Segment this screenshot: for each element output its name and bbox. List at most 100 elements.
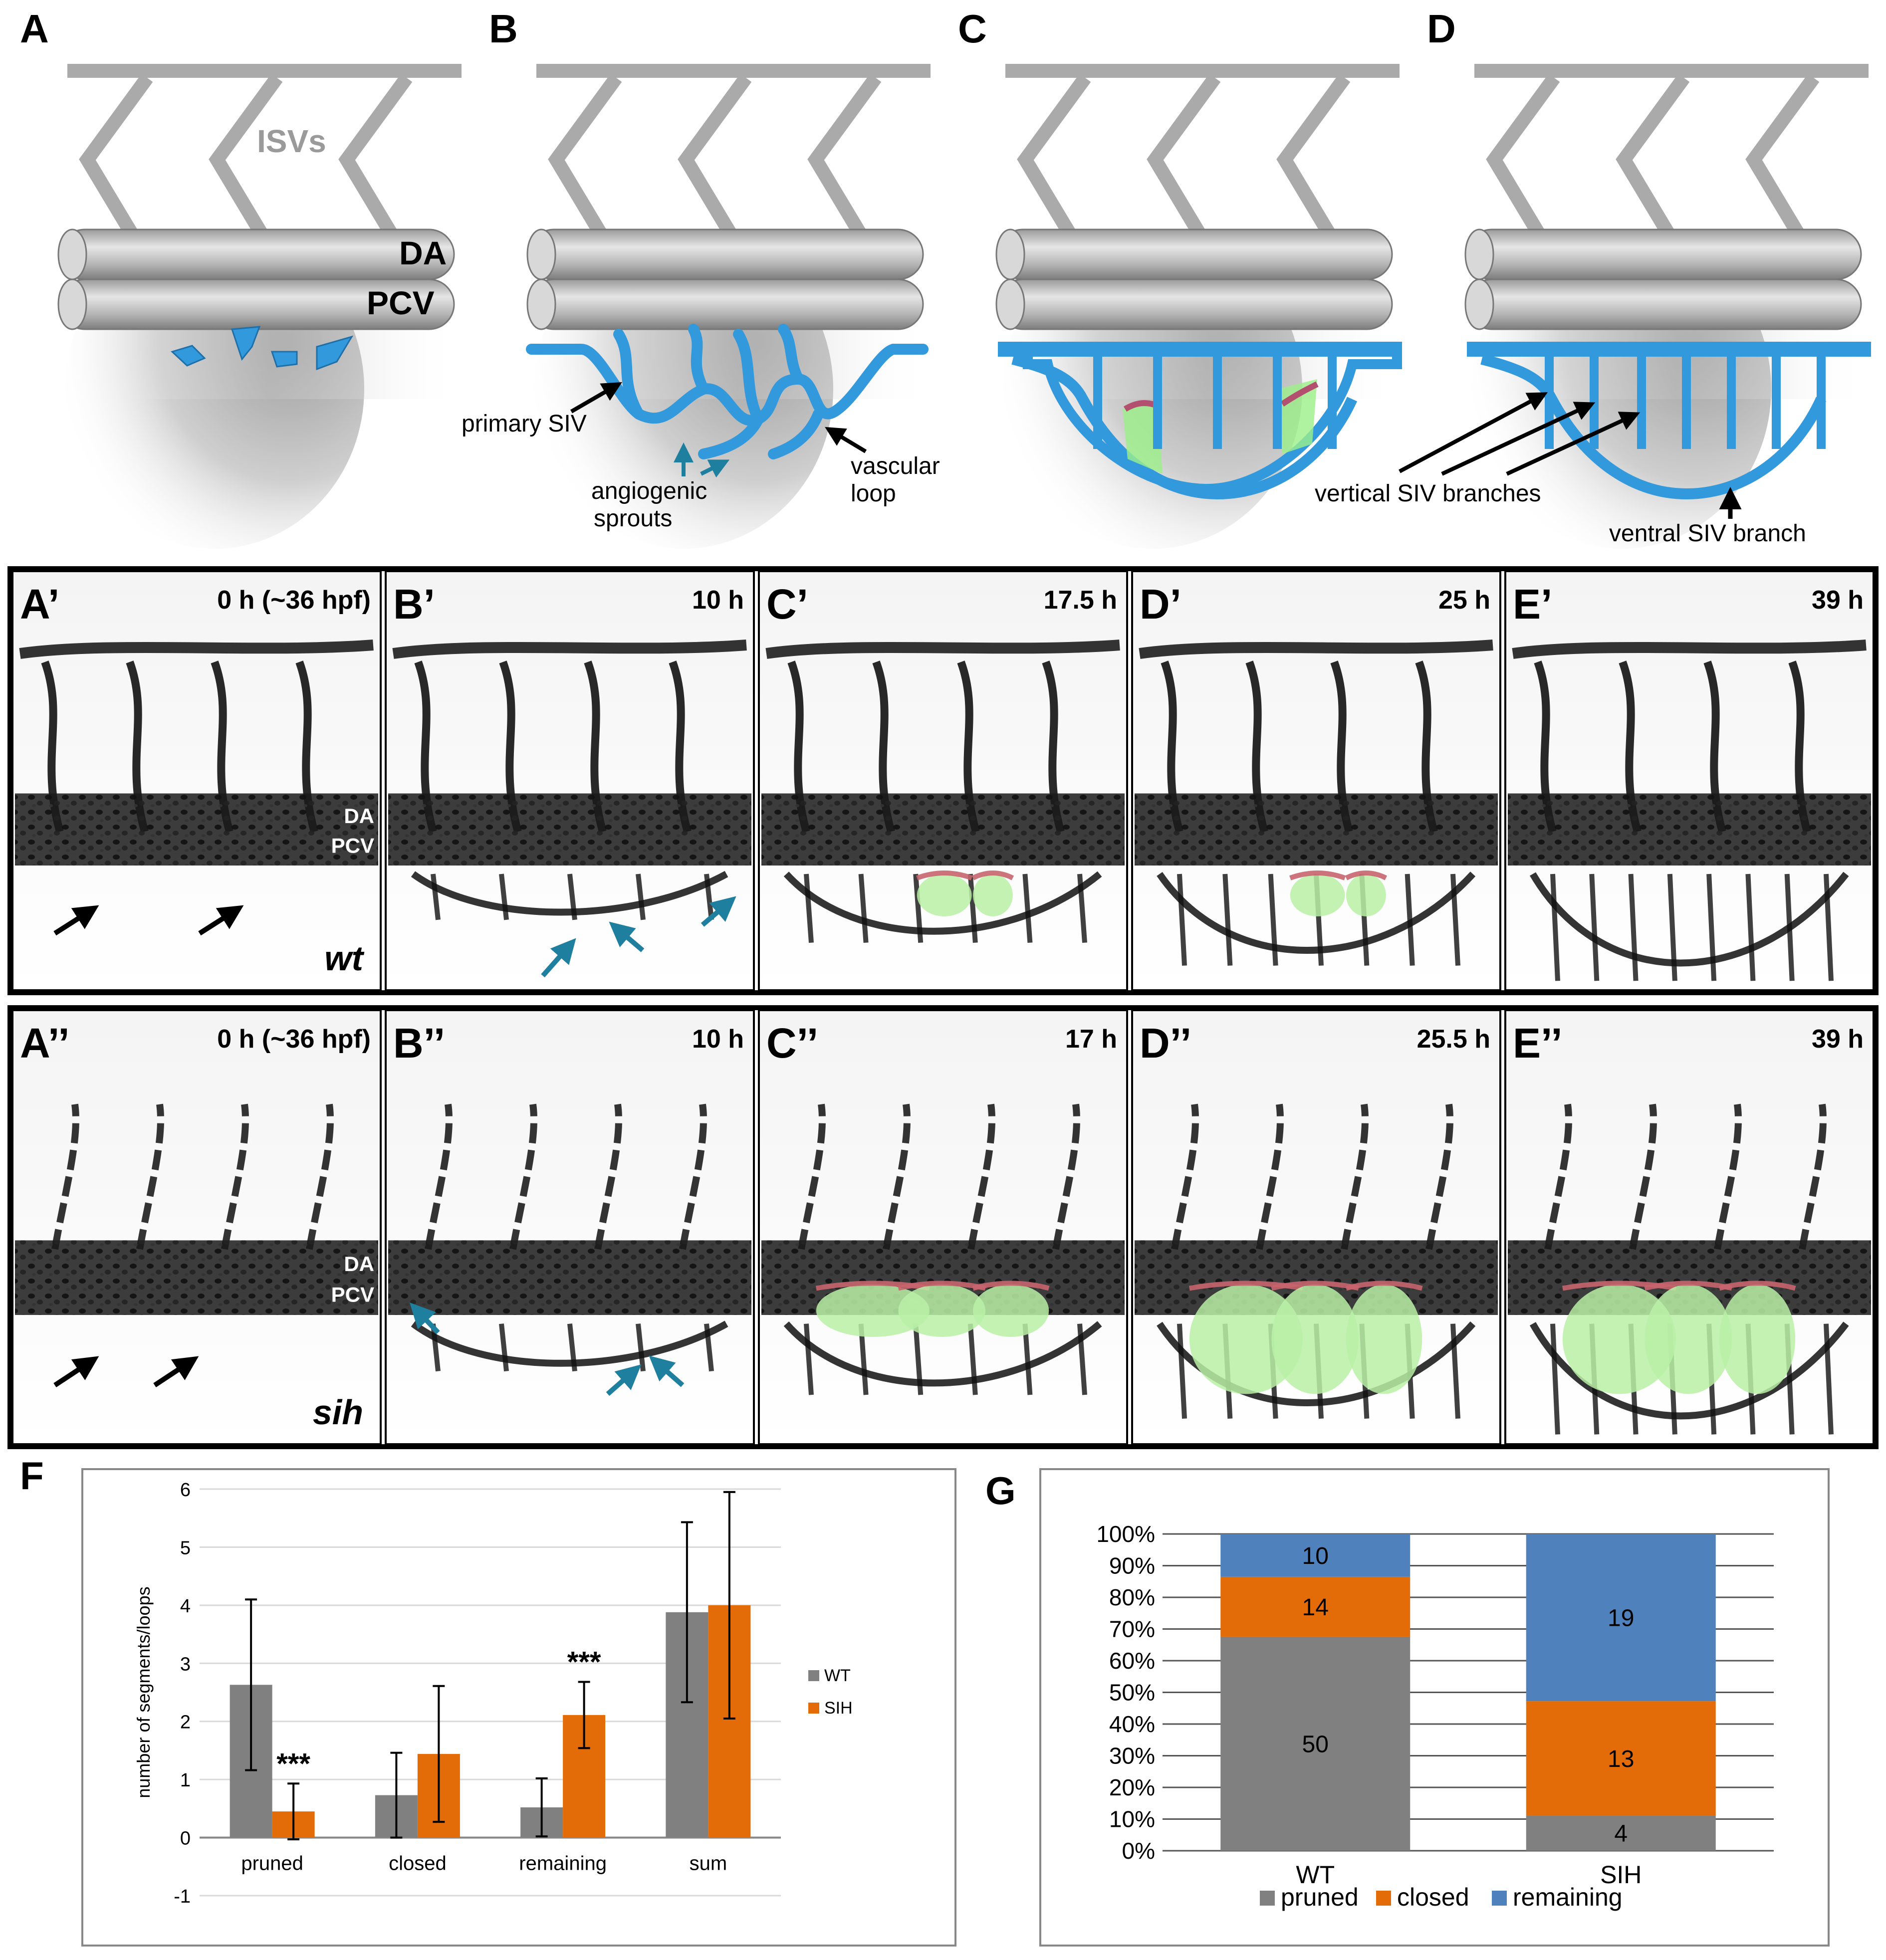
primary-siv-arrow [198, 905, 244, 936]
pcv-tube [1466, 278, 1862, 330]
sprout-arrow [606, 1364, 642, 1396]
significance-marker: *** [276, 1747, 310, 1780]
y-axis-title: number of segments/loops [133, 1586, 154, 1798]
pruning-segment [916, 871, 973, 880]
da-tube-end [995, 228, 1025, 280]
panel-label: C [958, 6, 987, 51]
micro-panel-label: C’’ [766, 1020, 818, 1067]
isv-chevron [1276, 73, 1351, 238]
siv-vertical-branch [1550, 873, 1560, 981]
siv-vertical-branch [1077, 1323, 1087, 1395]
nuclei-texture [15, 793, 378, 866]
isv-vessel [679, 1103, 707, 1250]
panel-label: D [1427, 6, 1456, 51]
micro-panel: B’’ 10 h [385, 1009, 755, 1445]
y-tick-label: 30% [1109, 1743, 1155, 1769]
da-label: DA [344, 1252, 374, 1276]
nuclei-texture [1508, 793, 1871, 866]
pruning-segment [1345, 871, 1388, 880]
siv-vertical-branch [567, 873, 577, 920]
micro-panel-label: E’’ [1513, 1020, 1563, 1067]
isv-vessel [306, 1103, 334, 1250]
micro-panel-frame [1131, 570, 1501, 991]
micro-panel: B’ 10 h [385, 570, 755, 991]
segment-closed-SIH [1526, 1701, 1716, 1816]
da-tube [997, 228, 1393, 280]
x-tick-label: SIH [1600, 1861, 1642, 1889]
dorsal-vessel [1512, 640, 1867, 659]
siv-vertical-branch [1222, 873, 1233, 966]
segment-remaining-WT [1220, 1534, 1411, 1577]
siv-vertical-branch [1177, 1323, 1187, 1419]
isv-vessel [594, 1103, 622, 1250]
isv-chevron [1486, 73, 1560, 238]
isv-chevron [79, 73, 153, 238]
x-tick-label: sum [690, 1853, 727, 1875]
angiogenic-label: angiogenic [591, 478, 707, 504]
panel-label: A [20, 6, 49, 51]
y-tick-label: 90% [1109, 1553, 1155, 1579]
isv-vessel [221, 1103, 249, 1250]
isv-chevron [209, 73, 283, 238]
siv-vertical-branch [913, 1323, 924, 1395]
y-tick-label: 50% [1109, 1680, 1155, 1706]
endothelial-cell [316, 335, 354, 371]
isv-vessel [1341, 1103, 1369, 1250]
genotype-label: sih [313, 1393, 363, 1432]
closed-loop-fill [816, 1284, 930, 1337]
isv-chevron [1616, 73, 1690, 238]
pcv-label: PCV [331, 834, 374, 858]
pcv-tube-end [57, 278, 87, 330]
pcv-tube [528, 278, 924, 330]
da-label: DA [399, 234, 447, 271]
siv-plexus [411, 871, 728, 916]
siv-vertical-branch [1450, 873, 1460, 966]
siv-vertical-branch [1706, 873, 1717, 981]
pruning-segment [1345, 1281, 1423, 1291]
siv-plexus [1529, 871, 1849, 967]
micro-panel-label: A’’ [20, 1020, 70, 1067]
vertical-arrow-2 [1441, 402, 1596, 476]
microscopy-row-sih: A’’ 0 h (~36 hpf) DA PCV sih B’’ 10 h C’’ 17 h D’… [7, 1005, 1879, 1449]
siv-vertical-branch [967, 1323, 978, 1395]
pcv-tube-end [995, 278, 1025, 330]
micro-panel: C’’ 17 h [758, 1009, 1128, 1445]
micro-panel: D’ 25 h [1131, 570, 1501, 991]
isv-vessel [1425, 1103, 1453, 1250]
nuclei-texture [388, 793, 751, 866]
timepoint-label: 0 h (~36 hpf) [217, 1025, 371, 1054]
legend-label: SIH [824, 1699, 853, 1718]
micro-panel-frame [758, 570, 1128, 991]
x-tick-label: WT [1296, 1861, 1335, 1889]
da-tube [1466, 228, 1862, 280]
segment-remaining-SIH [1526, 1534, 1716, 1702]
isv-vessel [1256, 1103, 1284, 1250]
isv-vessel [1629, 1103, 1657, 1250]
siv-vertical-branch [1784, 873, 1795, 981]
da-tube-end [526, 228, 556, 280]
micro-panel: D’’ 25.5 h [1131, 1009, 1501, 1445]
isv-label: ISVs [257, 123, 326, 159]
siv-vertical-branch [636, 873, 646, 920]
segment-value-label: 50 [1302, 1731, 1329, 1757]
siv-ventral-branch [1011, 354, 1358, 500]
micro-panel-label: A’ [20, 581, 59, 628]
isv-chevron [1147, 73, 1221, 238]
micro-panel-label: B’ [393, 581, 435, 628]
closed-loop-fill [1562, 1284, 1676, 1394]
legend-swatch [808, 1703, 819, 1714]
pruning-segment [972, 1281, 1050, 1291]
endothelial-cell [171, 345, 206, 367]
dorsal-vessel-bar [67, 64, 462, 78]
panel-label-g: G [985, 1469, 1016, 1513]
segment-value-label: 4 [1614, 1821, 1628, 1847]
vertical-arrow-1 [1399, 392, 1548, 473]
siv-vertical-branch [1550, 1323, 1560, 1435]
isv-chevron [1017, 73, 1091, 238]
siv-plexus [783, 871, 1102, 935]
dorsal-vessel [392, 640, 747, 659]
sprout-arrow [410, 1303, 440, 1334]
siv-vertical-branch [1177, 873, 1187, 966]
